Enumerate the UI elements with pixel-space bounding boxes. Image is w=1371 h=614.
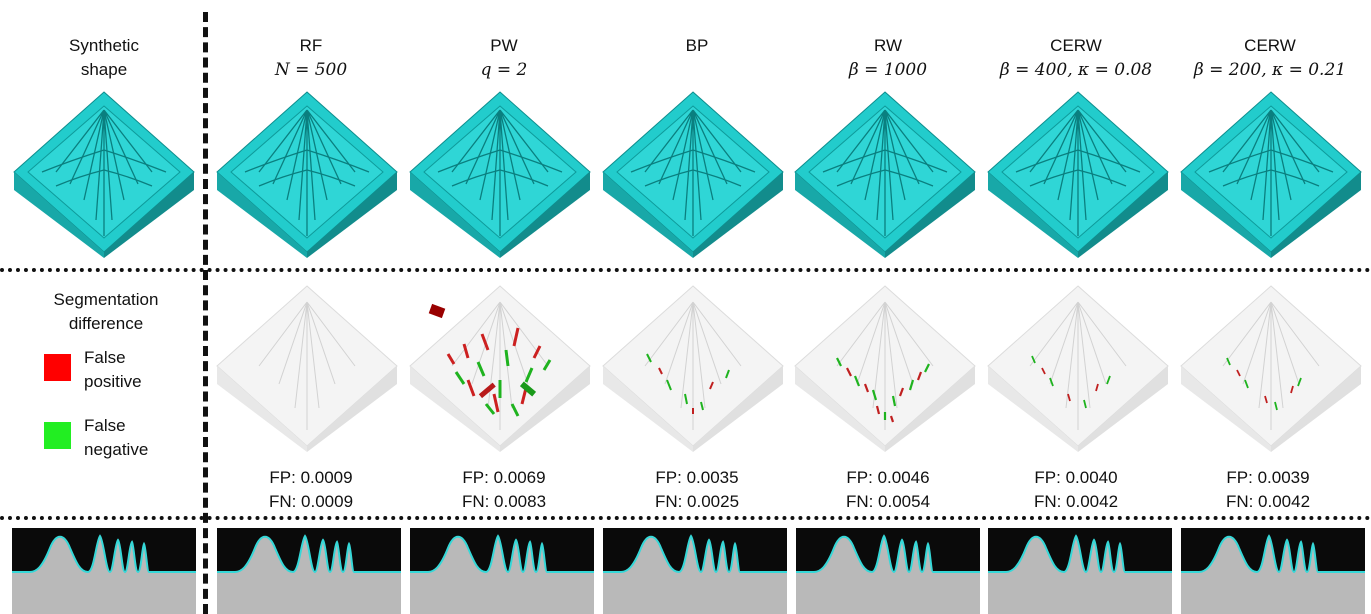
segmentation-difference-title: Segmentation difference — [16, 288, 196, 336]
synthetic-shape-render — [13, 91, 195, 258]
metrics: FP: 0.0035 FN: 0.0025 — [607, 466, 787, 514]
cross-section-image — [988, 528, 1172, 614]
method-param: β = 1000 — [848, 60, 928, 80]
fn-value: FN: 0.0042 — [1225, 492, 1311, 511]
synthetic-header-line1: Synthetic — [69, 36, 139, 55]
cross-section-image — [410, 528, 594, 614]
fp-value: FP: 0.0046 — [846, 468, 930, 487]
segmentation-difference-render — [602, 285, 784, 452]
synthetic-header-line2: shape — [80, 60, 128, 79]
false-positive-label: False positive — [84, 346, 142, 394]
metrics: FP: 0.0039 FN: 0.0042 — [1178, 466, 1358, 514]
segmentation-difference-render — [409, 285, 591, 452]
fp-value: FP: 0.0035 — [655, 468, 739, 487]
method-header: CERW β = 200, κ = 0.21 — [1172, 34, 1368, 82]
fn-label-line2: negative — [84, 440, 149, 459]
cross-section-image — [603, 528, 787, 614]
fp-value: FP: 0.0039 — [1226, 468, 1310, 487]
method-header: RF N = 500 — [221, 34, 401, 82]
seg-title-line2: difference — [68, 314, 144, 333]
false-negative-label: False negative — [84, 414, 148, 462]
method-header: BP — [607, 34, 787, 58]
method-name: RF — [299, 36, 323, 55]
fn-value: FN: 0.0054 — [845, 492, 931, 511]
seg-title-line1: Segmentation — [53, 290, 159, 309]
fp-value: FP: 0.0069 — [462, 468, 546, 487]
fp-value: FP: 0.0009 — [269, 468, 353, 487]
method-name: RW — [873, 36, 902, 55]
cross-section-image — [12, 528, 196, 614]
false-negative-swatch — [44, 422, 71, 449]
method-header: RW β = 1000 — [798, 34, 978, 82]
segmented-shape-render — [1180, 91, 1362, 258]
segmented-shape-render — [987, 91, 1169, 258]
vertical-dashed-separator — [203, 12, 208, 614]
segmented-shape-render — [216, 91, 398, 258]
segmented-shape-render — [794, 91, 976, 258]
method-name: BP — [685, 36, 709, 55]
fp-label-line1: False — [84, 348, 126, 367]
fn-label-line1: False — [84, 416, 126, 435]
fn-value: FN: 0.0042 — [1033, 492, 1119, 511]
cross-section-image — [1181, 528, 1365, 614]
fp-label-line2: positive — [84, 372, 142, 391]
fn-value: FN: 0.0009 — [268, 492, 354, 511]
cross-section-image — [217, 528, 401, 614]
fp-value: FP: 0.0040 — [1034, 468, 1118, 487]
segmentation-difference-render — [1180, 285, 1362, 452]
method-name: CERW — [1050, 36, 1102, 55]
method-header: CERW β = 400, κ = 0.08 — [978, 34, 1174, 82]
segmented-shape-render — [409, 91, 591, 258]
method-header: PW q = 2 — [414, 34, 594, 82]
method-param: β = 200, κ = 0.21 — [1193, 60, 1347, 80]
segmented-shape-render — [602, 91, 784, 258]
segmentation-difference-render — [216, 285, 398, 452]
segmentation-difference-render — [794, 285, 976, 452]
cross-section-image — [796, 528, 980, 614]
row-separator-top — [0, 268, 1371, 272]
method-param: N = 500 — [274, 60, 348, 80]
false-positive-swatch — [44, 354, 71, 381]
method-param: β = 400, κ = 0.08 — [999, 60, 1153, 80]
method-name: PW — [490, 36, 518, 55]
metrics: FP: 0.0046 FN: 0.0054 — [798, 466, 978, 514]
synthetic-shape-header: Synthetic shape — [14, 34, 194, 82]
metrics: FP: 0.0009 FN: 0.0009 — [221, 466, 401, 514]
method-param: q = 2 — [480, 60, 528, 80]
fn-value: FN: 0.0025 — [654, 492, 740, 511]
metrics: FP: 0.0040 FN: 0.0042 — [986, 466, 1166, 514]
metrics: FP: 0.0069 FN: 0.0083 — [414, 466, 594, 514]
row-separator-bottom — [0, 516, 1371, 520]
fn-value: FN: 0.0083 — [461, 492, 547, 511]
method-name: CERW — [1244, 36, 1296, 55]
segmentation-difference-render — [987, 285, 1169, 452]
